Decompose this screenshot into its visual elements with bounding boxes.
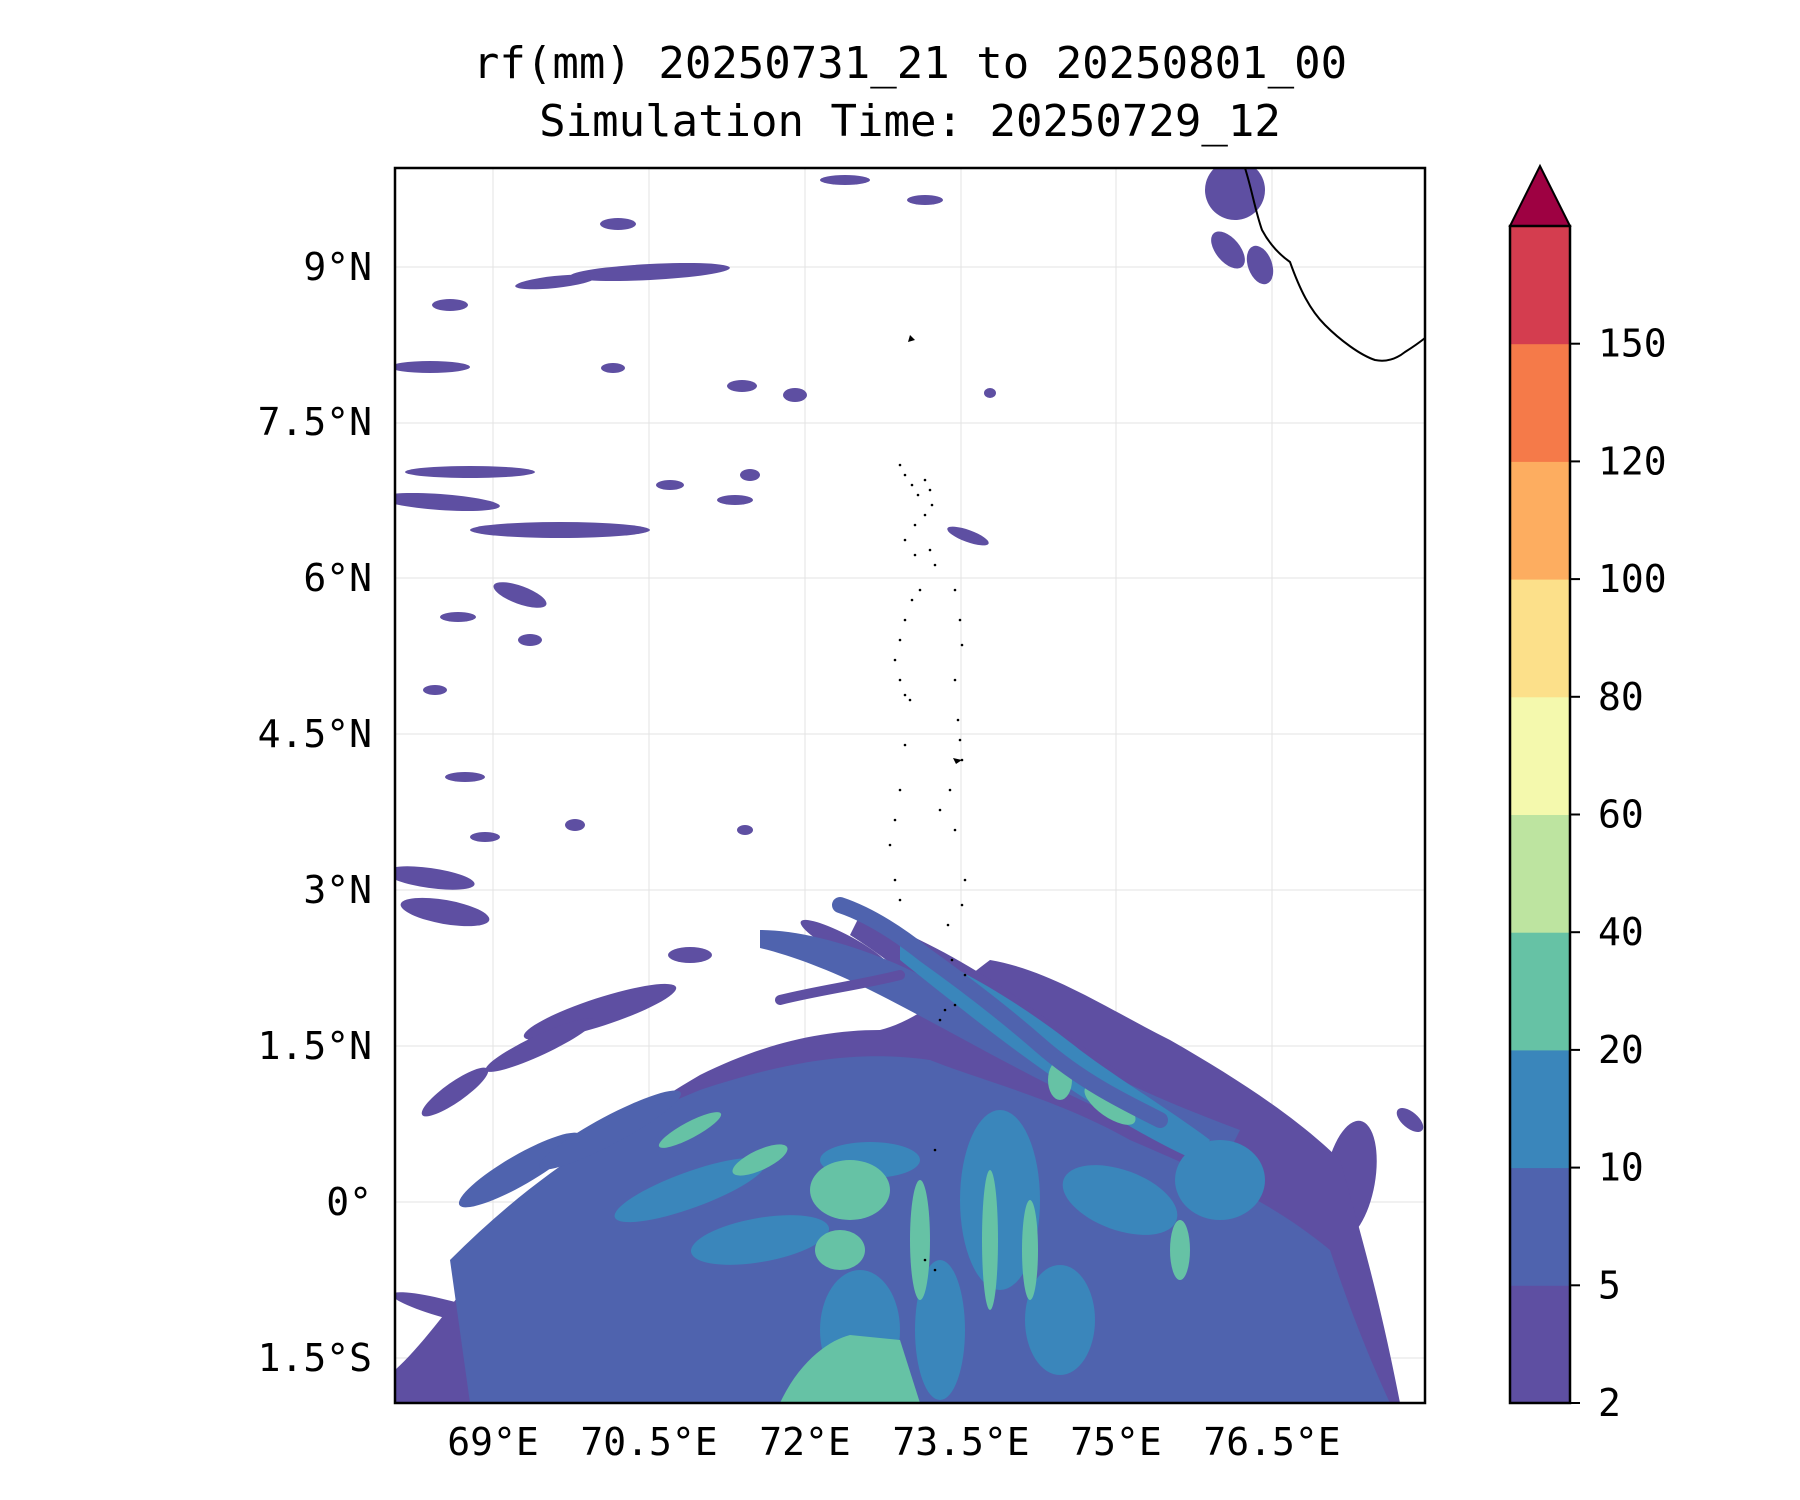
- colorbar-tick-label: 80: [1598, 675, 1644, 719]
- lat-tick-label: 0°: [326, 1180, 372, 1224]
- colorbar-segment: [1510, 343, 1570, 462]
- colorbar-tick-label: 20: [1598, 1028, 1644, 1072]
- colorbar-segment: [1510, 932, 1570, 1051]
- lon-tick-label: 69°E: [447, 1420, 539, 1464]
- convergence-band: [832, 897, 1168, 1128]
- lat-tick-label: 3°N: [303, 868, 372, 912]
- colorbar-tick-label: 60: [1598, 793, 1644, 837]
- colorbar-segment: [1510, 226, 1570, 345]
- lat-tick-label: 7.5°N: [258, 400, 372, 444]
- lat-axis: 9°N 7.5°N 6°N 4.5°N 3°N 1.5°N 0° 1.5°S: [258, 245, 372, 1380]
- colorbar-tick-label: 5: [1598, 1263, 1621, 1307]
- map-frame: [393, 166, 1427, 1405]
- colorbar-tick-label: 10: [1598, 1146, 1644, 1190]
- map-subtitle: Simulation Time: 20250729_12: [539, 96, 1281, 147]
- maldives-islands: [888, 335, 967, 1272]
- colorbar-segment: [1510, 1167, 1570, 1286]
- colorbar-segment: [1510, 1285, 1570, 1404]
- map-panel: [393, 166, 1427, 1405]
- intense-rain-cells: [658, 1060, 1190, 1403]
- colorbar-segment: [1510, 814, 1570, 933]
- colorbar-tick-label: 40: [1598, 910, 1644, 954]
- lon-tick-label: 72°E: [759, 1420, 851, 1464]
- lon-tick-label: 73.5°E: [892, 1420, 1029, 1464]
- colorbar-segment: [1510, 1049, 1570, 1169]
- colorbar-segment: [1510, 579, 1570, 698]
- lat-tick-label: 6°N: [303, 556, 372, 600]
- colorbar-tick-label: 2: [1598, 1381, 1621, 1425]
- colorbar-tick-label: 120: [1598, 439, 1667, 483]
- colorbar: 2 5 10 20 40 60 80 100 120 150: [1508, 163, 1667, 1425]
- lat-tick-label: 4.5°N: [258, 712, 372, 756]
- lat-tick-label: 1.5°S: [258, 1336, 372, 1380]
- colorbar-segment: [1510, 461, 1570, 580]
- lon-tick-label: 75°E: [1070, 1420, 1162, 1464]
- lon-tick-label: 70.5°E: [580, 1420, 717, 1464]
- lat-tick-label: 9°N: [303, 245, 372, 289]
- coastline: [1244, 167, 1426, 362]
- colorbar-tick-label: 150: [1598, 322, 1667, 366]
- colorbar-tick-label: 100: [1598, 557, 1667, 601]
- map-title: rf(mm) 20250731_21 to 20250801_00: [472, 38, 1348, 89]
- lat-tick-label: 1.5°N: [258, 1024, 372, 1068]
- lon-tick-label: 76.5°E: [1203, 1420, 1340, 1464]
- colorbar-segment: [1510, 696, 1570, 815]
- rainfall-field: [395, 168, 1424, 1403]
- lon-axis: 69°E 70.5°E 72°E 73.5°E 75°E 76.5°E: [447, 1420, 1340, 1464]
- colorbar-extend-triangle: [1508, 163, 1572, 227]
